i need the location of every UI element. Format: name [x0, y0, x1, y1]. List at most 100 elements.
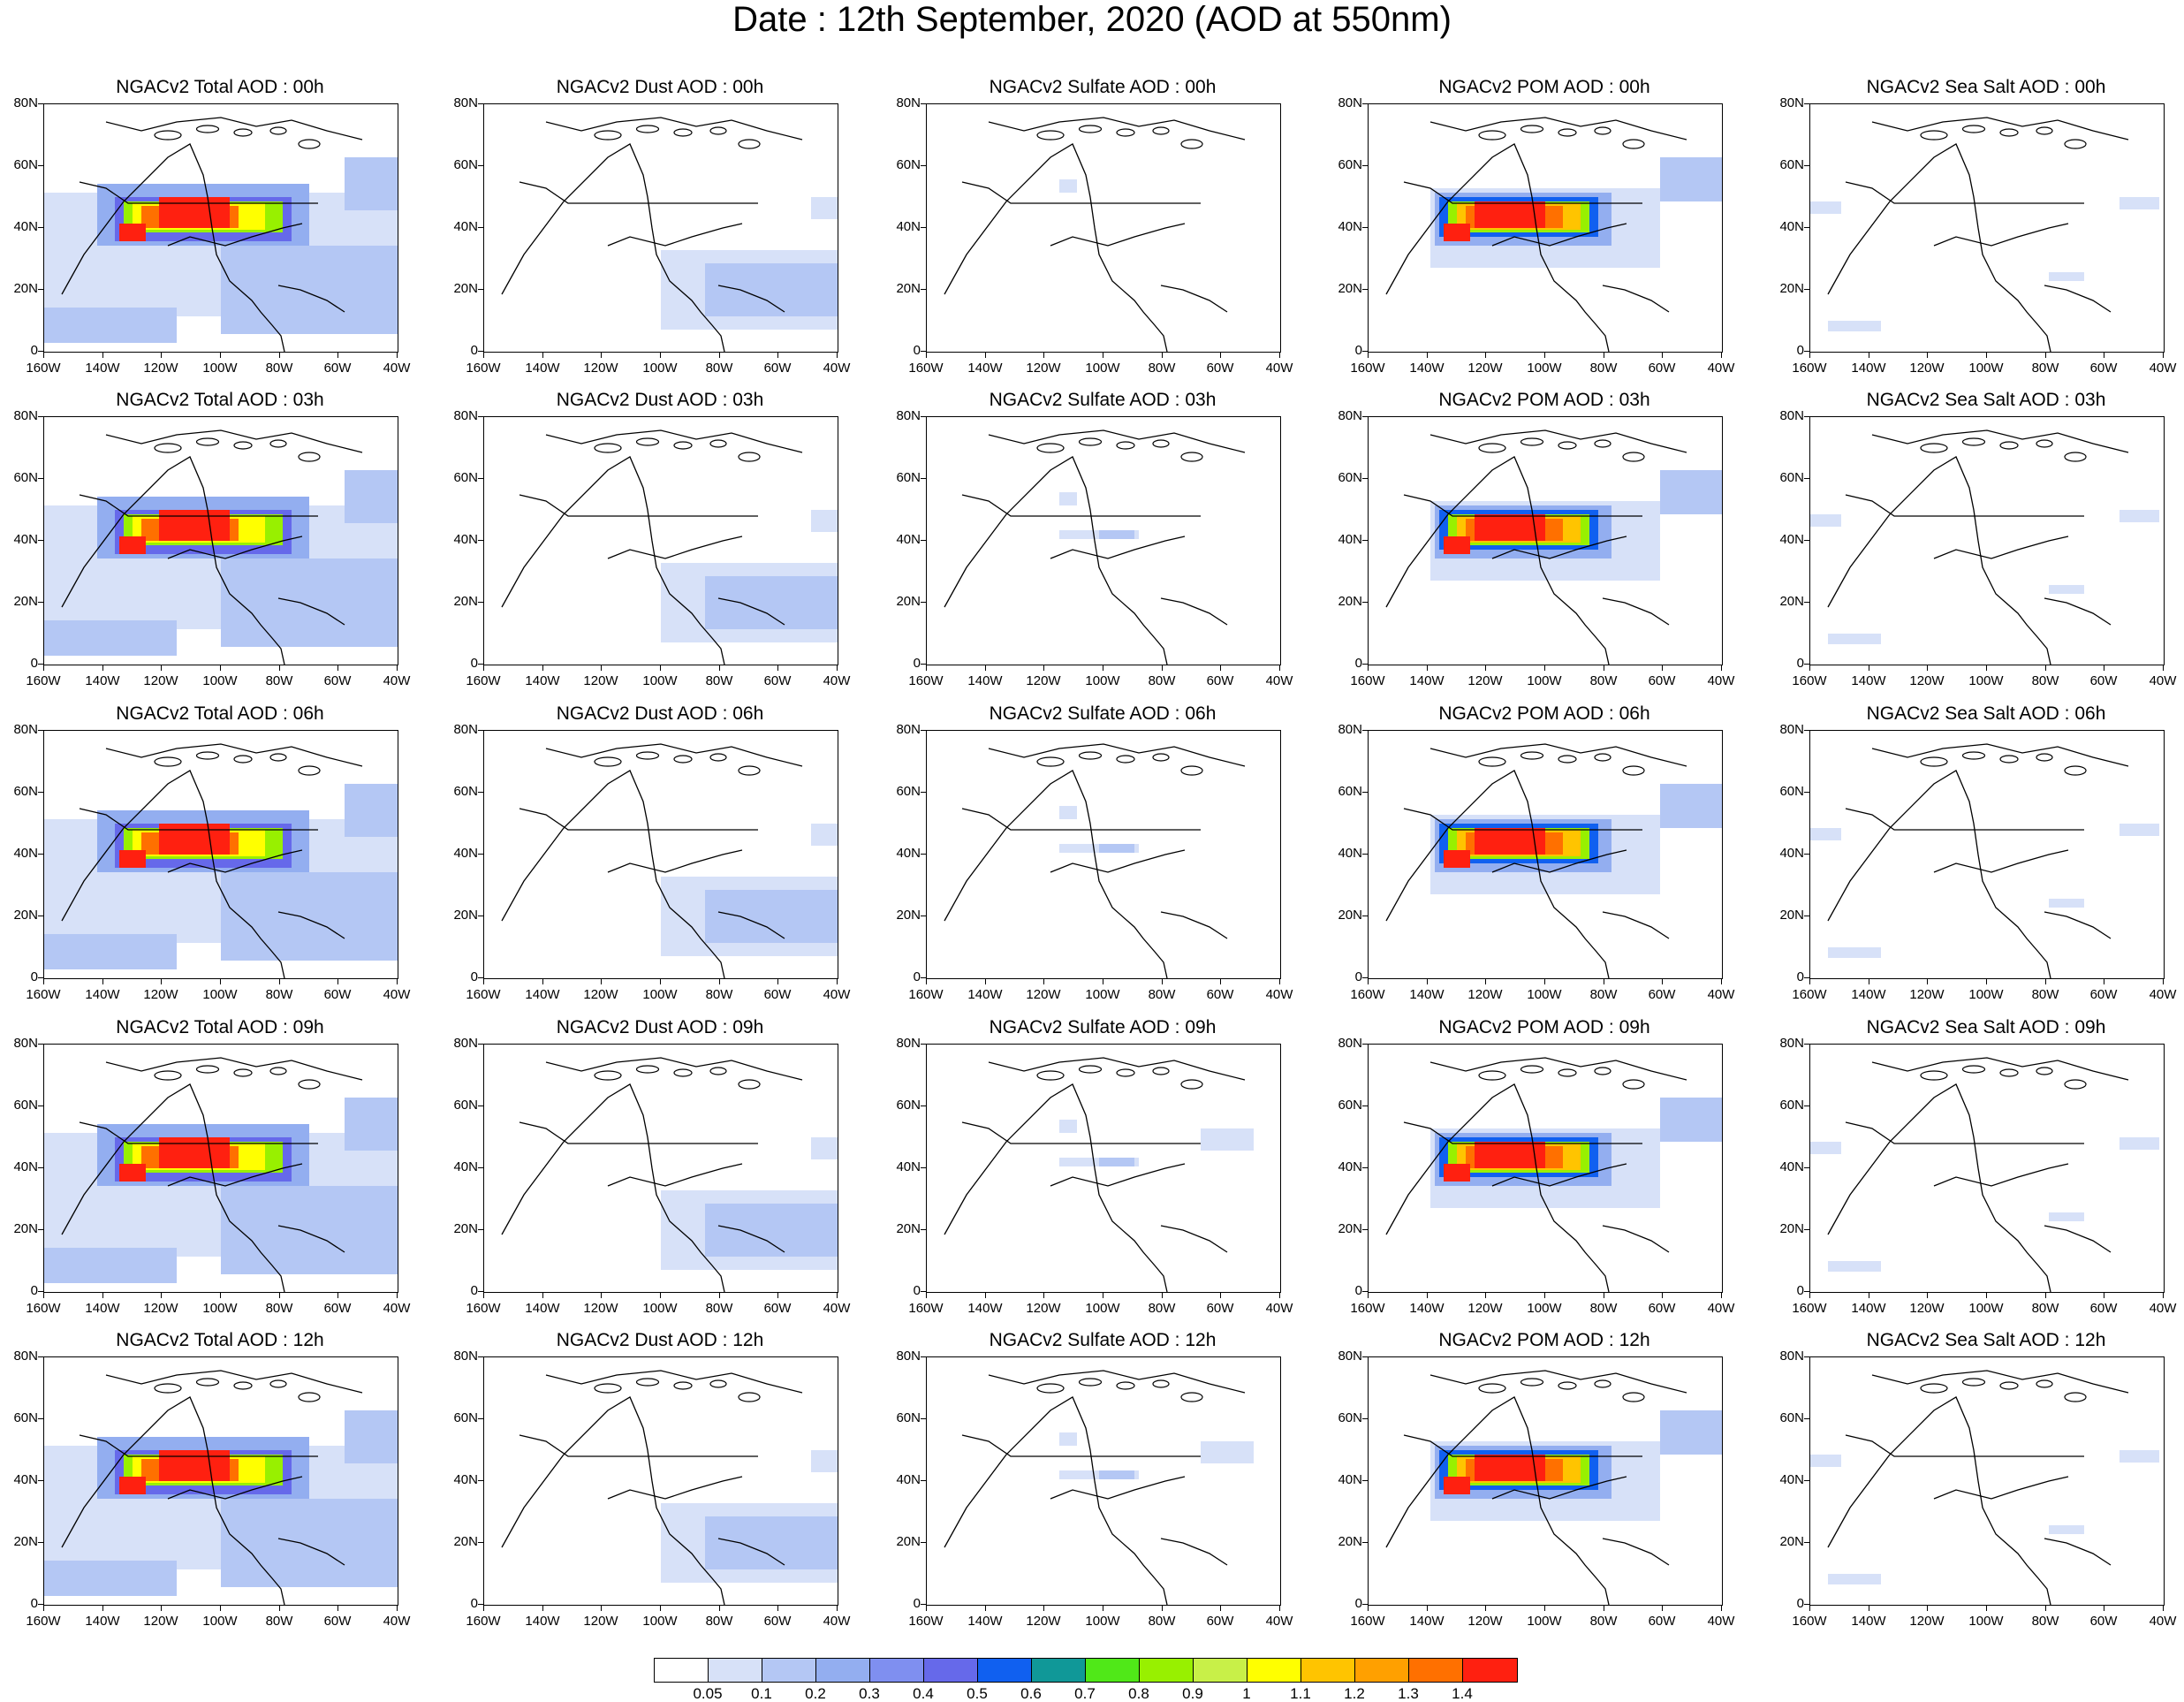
- longitude-label: 120W: [143, 673, 178, 688]
- panel-title: NGACv2 Dust AOD : 00h: [556, 77, 764, 97]
- latitude-label: 20N: [453, 1534, 478, 1549]
- latitude-label: 40N: [896, 219, 921, 234]
- latitude-label: 60N: [13, 784, 38, 799]
- longitude-tick: [1809, 665, 1810, 671]
- arctic-island: [1594, 126, 1611, 135]
- longitude-label: 160W: [26, 987, 61, 1002]
- longitude-label: 100W: [1527, 1614, 1562, 1629]
- map-svg: [501, 429, 838, 665]
- longitude-label: 120W: [583, 987, 618, 1002]
- arctic-island: [1180, 452, 1203, 462]
- aod-field-patch: [159, 824, 230, 855]
- map-panel-pom: [1368, 416, 1723, 665]
- latitude-tick: [38, 730, 43, 731]
- coastline: [607, 223, 743, 247]
- colorbar-tick-label: 1.2: [1344, 1685, 1365, 1702]
- latitude-tick: [38, 602, 43, 603]
- longitude-label: 160W: [1350, 1301, 1385, 1316]
- longitude-label: 40W: [823, 987, 851, 1002]
- latitude-tick: [1804, 165, 1809, 166]
- map-panel-total: [43, 103, 398, 353]
- longitude-tick: [601, 979, 602, 984]
- arctic-island: [1036, 1383, 1065, 1394]
- panel-title: NGACv2 Sulfate AOD : 03h: [989, 390, 1217, 410]
- latitude-label: 20N: [1779, 1221, 1804, 1236]
- latitude-tick: [921, 478, 926, 479]
- longitude-tick: [102, 665, 103, 671]
- longitude-tick: [985, 1606, 986, 1611]
- map-svg: [944, 1057, 1254, 1292]
- longitude-label: 40W: [1707, 1614, 1735, 1629]
- map-svg: [1810, 429, 2159, 665]
- aod-field-patch: [1810, 201, 1841, 214]
- arctic-coastline: [1429, 117, 1687, 141]
- arctic-coastline: [1429, 1370, 1687, 1394]
- map-panel-total: [43, 416, 398, 665]
- panel-title: NGACv2 Sea Salt AOD : 09h: [1866, 1017, 2106, 1037]
- arctic-island: [1478, 1383, 1506, 1394]
- map-svg: [944, 1370, 1254, 1605]
- longitude-label: 60W: [323, 987, 352, 1002]
- longitude-label: 60W: [1648, 987, 1676, 1002]
- latitude-tick: [478, 977, 483, 978]
- map-panel-total: [43, 1044, 398, 1293]
- arctic-island: [1961, 1065, 1986, 1074]
- longitude-label: 40W: [823, 673, 851, 688]
- arctic-island: [1558, 1068, 1577, 1077]
- longitude-label: 80W: [1148, 1301, 1176, 1316]
- latitude-tick: [1362, 103, 1368, 104]
- latitude-tick: [1804, 103, 1809, 104]
- colorbar-tick-label: 0.2: [805, 1685, 826, 1702]
- longitude-tick: [1368, 1606, 1369, 1611]
- arctic-coastline: [105, 743, 363, 767]
- arctic-island: [1520, 1378, 1544, 1387]
- arctic-island: [1116, 1068, 1135, 1077]
- latitude-label: 80N: [453, 1036, 478, 1051]
- latitude-label: 60N: [453, 1410, 478, 1425]
- longitude-tick: [220, 665, 221, 671]
- longitude-tick: [837, 665, 838, 671]
- latitude-label: 60N: [13, 470, 38, 485]
- arctic-coastline: [988, 1057, 1246, 1081]
- aod-field-patch: [1660, 1410, 1722, 1455]
- arctic-island: [1999, 441, 2019, 450]
- arctic-coastline: [1429, 429, 1687, 453]
- colorbar-box: [1032, 1659, 1086, 1682]
- latitude-label: 60N: [896, 1410, 921, 1425]
- map-svg: [1810, 743, 2159, 978]
- arctic-island: [2036, 753, 2053, 762]
- latitude-label: 0: [1796, 343, 1804, 358]
- latitude-tick: [921, 664, 926, 665]
- map-panel-seasalt: [1809, 416, 2165, 665]
- longitude-label: 140W: [525, 1614, 560, 1629]
- latitude-tick: [1362, 602, 1368, 603]
- longitude-label: 100W: [202, 1614, 238, 1629]
- latitude-label: 40N: [13, 1472, 38, 1487]
- coastline: [167, 223, 303, 247]
- coastline: [1050, 536, 1186, 559]
- longitude-tick: [926, 353, 927, 358]
- coastline: [1827, 770, 2051, 978]
- arctic-island: [2064, 139, 2087, 149]
- latitude-label: 80N: [453, 95, 478, 110]
- arctic-island: [1594, 1067, 1611, 1075]
- longitude-tick: [1662, 665, 1663, 671]
- longitude-tick: [1427, 1606, 1428, 1611]
- longitude-tick: [1427, 353, 1428, 358]
- longitude-tick: [1368, 979, 1369, 984]
- longitude-tick: [1721, 1606, 1722, 1611]
- longitude-tick: [1427, 665, 1428, 671]
- longitude-tick: [2163, 353, 2164, 358]
- longitude-tick: [1485, 979, 1486, 984]
- country-border: [79, 494, 318, 517]
- country-border: [1845, 494, 2084, 517]
- latitude-label: 60N: [1779, 1410, 1804, 1425]
- longitude-tick: [1220, 1606, 1221, 1611]
- longitude-label: 160W: [908, 361, 944, 376]
- arctic-island: [269, 439, 287, 448]
- longitude-tick: [660, 1606, 661, 1611]
- longitude-label: 100W: [202, 1301, 238, 1316]
- arctic-island: [1558, 1381, 1577, 1390]
- longitude-label: 140W: [85, 1614, 120, 1629]
- longitude-tick: [1162, 665, 1163, 671]
